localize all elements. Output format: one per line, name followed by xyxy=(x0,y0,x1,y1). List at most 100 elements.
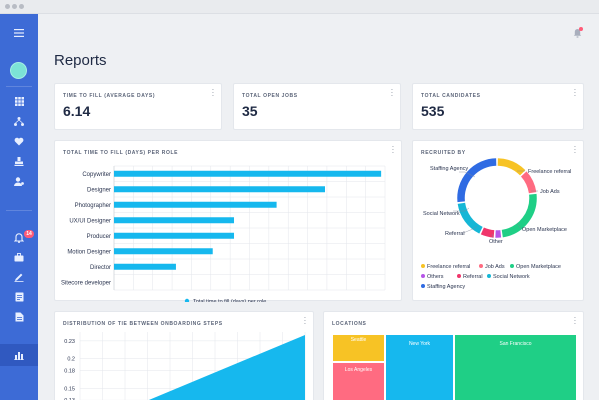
donut-slice xyxy=(520,171,537,194)
card-title: Locations xyxy=(332,321,367,327)
window-dot[interactable] xyxy=(19,4,24,9)
legend-marker xyxy=(184,298,190,302)
callout-label: Other xyxy=(489,239,503,245)
callout-label: Staffing Agency xyxy=(430,166,468,172)
treemap-cell-los-angeles[interactable]: Los Angeles xyxy=(333,363,384,400)
legend-marker xyxy=(510,264,514,268)
user-settings-icon[interactable] xyxy=(10,174,28,188)
donut-chart: Staffing Agency Freelance referral Job Ads… xyxy=(421,158,571,290)
legend-label: Job Ads xyxy=(485,264,505,270)
y-tick-label: 0.13 xyxy=(64,398,75,400)
recruited-by-card: Recruited by · · · Staffing Agency Freelanc… xyxy=(412,140,584,301)
donut-slice xyxy=(501,193,537,238)
bar xyxy=(114,186,325,193)
sidebar-divider xyxy=(6,86,32,87)
bar-category-label: Producer xyxy=(87,234,111,240)
treemap-cell-san-francisco[interactable]: San Francisco xyxy=(455,335,576,400)
hierarchy-icon[interactable] xyxy=(10,114,28,128)
y-tick-label: 0.18 xyxy=(64,369,75,375)
stamp-icon[interactable] xyxy=(10,154,28,168)
notification-badge: 14 xyxy=(24,230,34,238)
more-options-icon[interactable]: · · · xyxy=(573,142,577,157)
pen-icon[interactable] xyxy=(10,270,28,284)
callout-line xyxy=(459,171,476,178)
legend-label: Total time to fill (days) per role xyxy=(193,299,266,302)
sidebar-divider xyxy=(6,210,32,211)
bar xyxy=(114,170,382,177)
briefcase-icon[interactable] xyxy=(10,250,28,264)
callout-label: Freelance referral xyxy=(528,169,571,175)
treemap-label: Los Angeles xyxy=(344,367,373,373)
legend-marker xyxy=(487,274,491,278)
time-to-fill-card: Total time to fill (days) per role · · · C… xyxy=(54,140,402,302)
y-tick-label: 0.15 xyxy=(64,386,75,392)
legend-label: Freelance referral xyxy=(427,264,470,270)
bar-category-label: Sitecore developer xyxy=(61,280,111,286)
more-options-icon[interactable]: · · · xyxy=(303,313,307,328)
window-titlebar xyxy=(0,0,599,14)
kpi-card-time-to-fill: Time to fill (average days) 6.14 · · · xyxy=(54,83,222,130)
sidebar: 14 xyxy=(0,14,38,400)
avatar[interactable] xyxy=(10,62,27,79)
more-options-icon[interactable]: · · · xyxy=(391,142,395,157)
donut-slice xyxy=(480,227,495,238)
legend-label: Referral xyxy=(463,274,483,280)
legend-marker xyxy=(421,264,425,268)
legend-label: Staffing Agency xyxy=(427,284,465,290)
treemap-cell-seattle[interactable]: Seattle xyxy=(333,335,384,361)
bar xyxy=(114,217,235,224)
y-tick-label: 0.2 xyxy=(67,357,75,363)
kpi-label: Total candidates xyxy=(421,93,481,99)
more-options-icon[interactable]: · · · xyxy=(573,85,577,100)
legend-marker xyxy=(421,284,425,288)
bar-category-label: Director xyxy=(90,265,111,271)
area-chart: 0.23 0.2 0.18 0.15 0.13 xyxy=(64,332,306,400)
window-dot[interactable] xyxy=(5,4,10,9)
bar-category-label: UX/UI Designer xyxy=(69,218,111,224)
bar xyxy=(114,201,277,208)
bar-chart: Copywriter Designer Photographer UX/UI Desi… xyxy=(61,165,386,302)
callout-label: Job Ads xyxy=(540,189,560,195)
treemap-cell-new-york[interactable]: New York xyxy=(386,335,453,400)
bar-category-label: Motion Designer xyxy=(67,249,111,255)
callout-line xyxy=(453,207,470,212)
legend-marker xyxy=(421,274,425,278)
treemap-label: New York xyxy=(408,341,431,347)
donut-slice xyxy=(497,158,526,176)
donut-slice xyxy=(457,202,483,234)
kpi-value: 35 xyxy=(242,103,258,119)
bar-chart-icon[interactable] xyxy=(10,348,28,362)
callout-line xyxy=(516,222,522,230)
heart-icon[interactable] xyxy=(10,134,28,148)
bar-category-label: Photographer xyxy=(75,203,111,209)
more-options-icon[interactable]: · · · xyxy=(573,313,577,328)
bell-icon[interactable] xyxy=(10,231,28,245)
card-title: Total time to fill (days) per role xyxy=(63,150,179,156)
page-title: Reports xyxy=(54,52,107,69)
window-dot[interactable] xyxy=(12,4,17,9)
y-tick-label: 0.23 xyxy=(64,339,75,345)
file-icon[interactable] xyxy=(10,310,28,324)
kpi-label: Time to fill (average days) xyxy=(63,93,156,99)
callout-line xyxy=(462,225,478,234)
bar xyxy=(114,263,176,270)
kpi-value: 535 xyxy=(421,103,445,119)
treemap-label: Seattle xyxy=(350,337,367,343)
treemap-label: San Francisco xyxy=(499,341,532,347)
card-title: Recruited by xyxy=(421,150,466,156)
kpi-label: Total open jobs xyxy=(242,93,298,99)
document-icon[interactable] xyxy=(10,290,28,304)
bar-category-label: Designer xyxy=(87,187,111,193)
callout-line xyxy=(491,233,494,239)
more-options-icon[interactable]: · · · xyxy=(390,85,394,100)
more-options-icon[interactable]: · · · xyxy=(211,85,215,100)
callout-label: Open Marketplace xyxy=(522,227,567,233)
distribution-card: Distribution of TIE between onboarding s… xyxy=(54,311,314,400)
kpi-card-open-jobs: Total open jobs 35 · · · xyxy=(233,83,401,130)
notification-dot xyxy=(579,27,583,31)
menu-icon[interactable] xyxy=(10,26,28,40)
grid-icon[interactable] xyxy=(10,94,28,108)
legend-marker xyxy=(457,274,461,278)
callout-label: Social Network xyxy=(423,211,460,217)
legend-marker xyxy=(479,264,483,268)
